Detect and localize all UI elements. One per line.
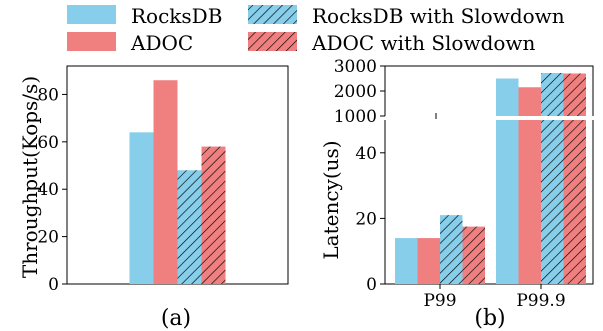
bar-rocksdb-with-slowdown: [177, 170, 202, 284]
bar-p99-rocksdb-with-slowdown: [440, 215, 463, 284]
legend-label-rocksdb-slowdown: RocksDB with Slowdown: [312, 4, 565, 28]
bar-adoc-with-slowdown: [201, 146, 226, 284]
y-tick-label: 20: [37, 228, 59, 248]
bar-p99-9-adoc-upper: [518, 87, 541, 116]
y-tick-label: 40: [37, 180, 59, 200]
bar-rocksdb: [129, 132, 154, 284]
bar-p99-adoc: [417, 238, 440, 284]
lower-plot-frame: [384, 120, 594, 285]
legend-swatch-rocksdb: [67, 5, 116, 24]
legend-label-rocksdb: RocksDB: [131, 4, 222, 28]
y-tick-label: 0: [48, 275, 59, 295]
bar-p99-9-rocksdb-lower: [496, 120, 519, 284]
y-tick-label-upper: 2000: [334, 82, 377, 102]
y-tick-label: 60: [37, 133, 59, 153]
legend-label-adoc-slowdown: ADOC with Slowdown: [311, 31, 536, 55]
y-tick-label-lower: 40: [355, 144, 377, 164]
bar-p99-rocksdb: [395, 238, 418, 284]
bar-p99-9-rocksdb-with-slowdown-upper: [541, 73, 564, 116]
y-tick-label-upper: 1000: [334, 107, 377, 127]
throughput-y-axis-label: Throughput(Kops/s): [18, 76, 42, 278]
bar-p99-9-rocksdb-with-slowdown-lower: [541, 120, 564, 284]
bar-p99-9-adoc-lower: [518, 120, 541, 284]
legend-swatch-rocksdb-slowdown: [248, 5, 297, 24]
legend-swatch-adoc: [67, 32, 116, 51]
bar-adoc: [153, 80, 178, 284]
legend-label-adoc: ADOC: [130, 31, 193, 55]
bar-p99-9-adoc-with-slowdown-lower: [563, 120, 586, 284]
legend-swatch-adoc-slowdown: [248, 32, 297, 51]
x-tick-label-p99-9: P99.9: [516, 291, 565, 311]
caption-a: (a): [161, 306, 191, 331]
caption-b: (b): [474, 306, 505, 331]
bar-p99-adoc-with-slowdown: [462, 226, 485, 284]
bar-p99-9-adoc-with-slowdown-upper: [563, 73, 586, 116]
latency-y-axis-label: Latency(us): [319, 140, 343, 259]
throughput-chart: 0 20 40 60 80: [37, 65, 289, 295]
y-tick-label-lower: 0: [366, 275, 377, 295]
y-tick-label-lower: 20: [355, 209, 377, 229]
x-tick-label-p99: P99: [423, 291, 456, 311]
latency-chart: 1000 2000 3000 0 20 40 P99 P99.9: [334, 57, 594, 311]
legend: RocksDB ADOC RocksDB with Slowdown ADOC …: [67, 4, 565, 55]
bar-p99-9-rocksdb-upper: [496, 78, 519, 116]
y-tick-label: 80: [37, 85, 59, 105]
y-tick-label-upper: 3000: [334, 57, 377, 77]
